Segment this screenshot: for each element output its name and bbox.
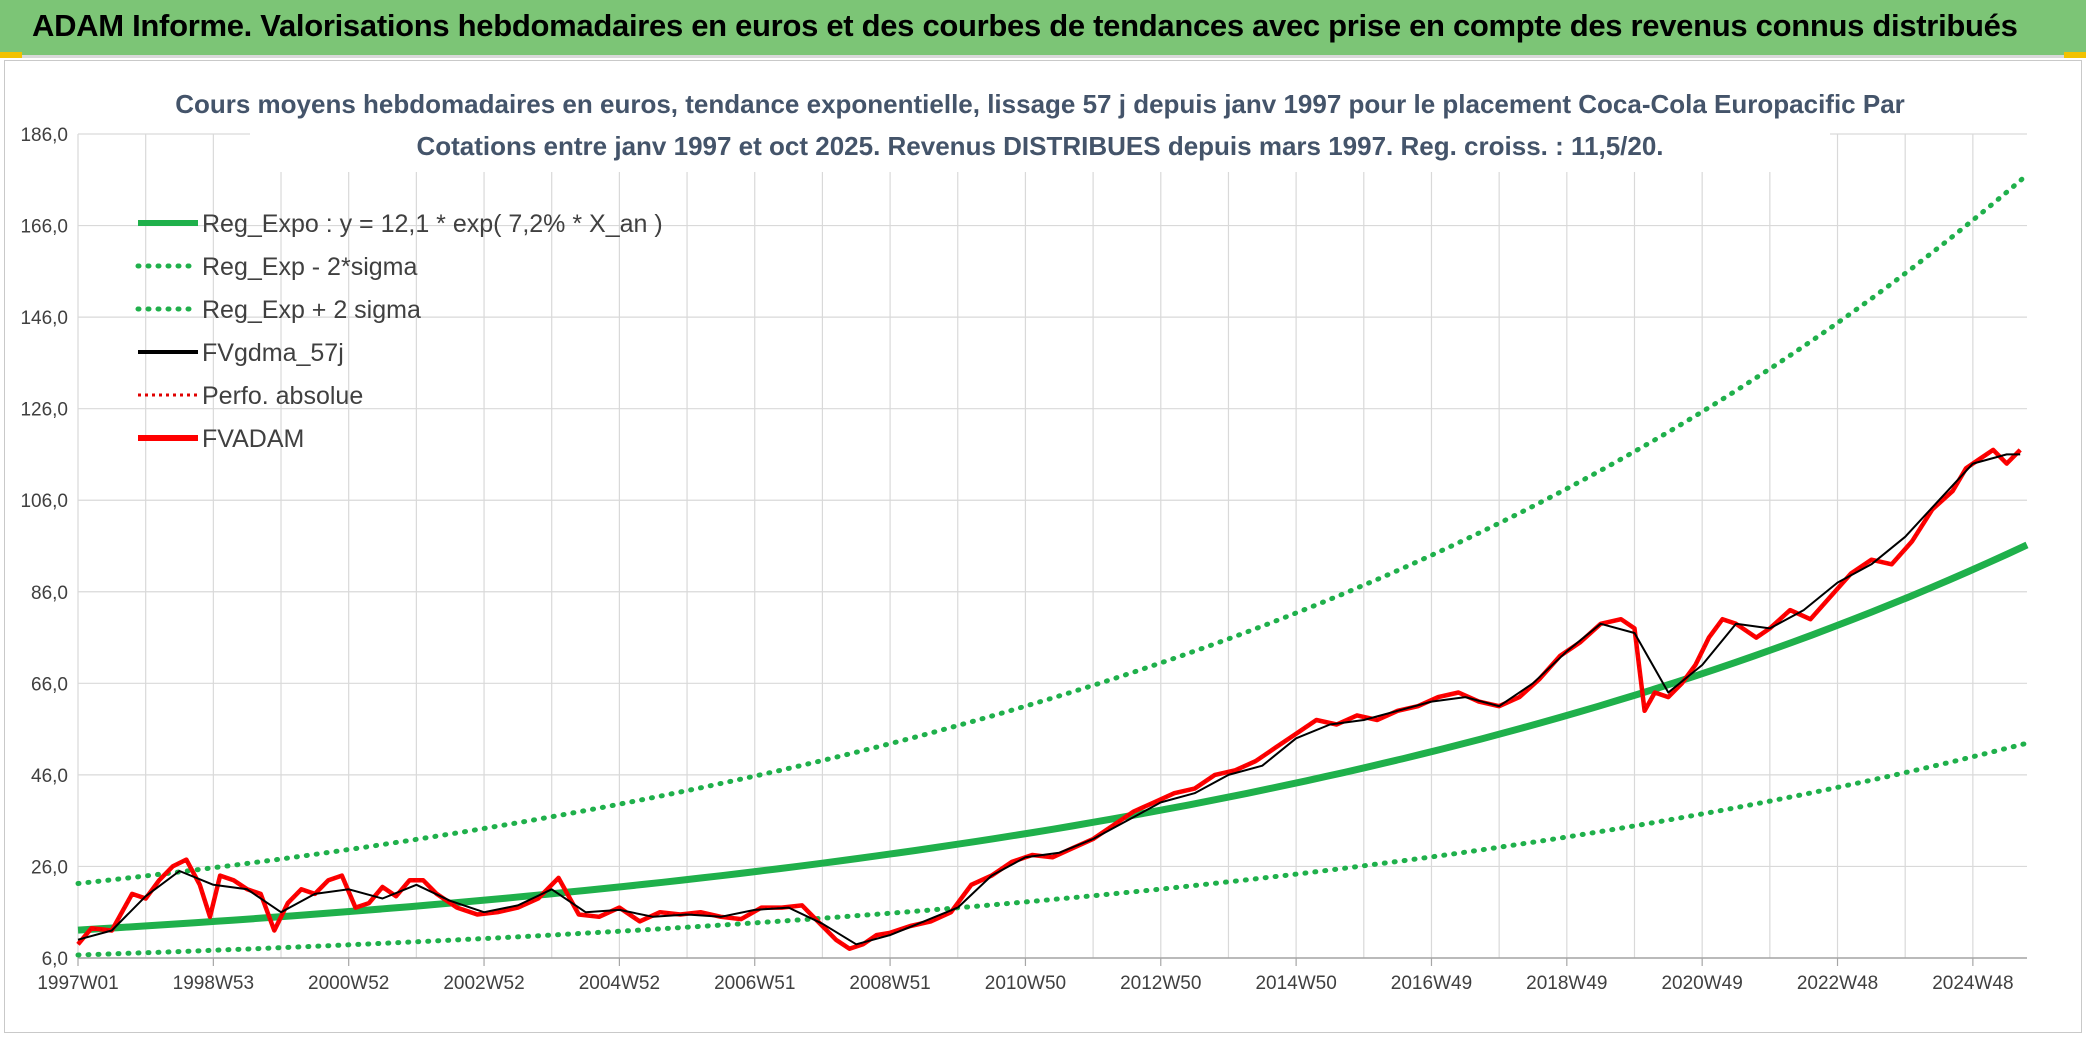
legend-label: Perfo. absolue: [202, 382, 363, 410]
x-tick-label: 2022W48: [1797, 973, 1878, 994]
chart-title-group: Cours moyens hebdomadaires en euros, ten…: [175, 84, 1905, 172]
y-tick-label: 66,0: [31, 674, 68, 695]
x-tick-label: 2002W52: [443, 973, 524, 994]
x-tick-label: 2004W52: [579, 973, 660, 994]
x-tick-label: 2012W50: [1120, 973, 1201, 994]
x-tick-label: 2016W49: [1391, 973, 1472, 994]
chart-frame: [4, 60, 2082, 1033]
legend-label: Reg_Exp - 2*sigma: [202, 253, 417, 281]
legend: Reg_Expo : y = 12,1 * exp( 7,2% * X_an )…: [135, 210, 663, 453]
chart-title-background: [250, 84, 1830, 172]
y-tick-label: 126,0: [20, 400, 68, 421]
legend-label: Reg_Expo : y = 12,1 * exp( 7,2% * X_an ): [202, 210, 663, 238]
x-tick-label: 2018W49: [1526, 973, 1607, 994]
x-tick-label: 2024W48: [1932, 973, 2013, 994]
banner-corner-right: [2064, 52, 2086, 58]
y-tick-label: 186,0: [20, 125, 68, 146]
perfo-absolue-line: [77, 448, 2021, 950]
reg-exp-minus-2sigma-line: [75, 740, 2030, 958]
x-tick-label: 2020W49: [1661, 973, 1742, 994]
report-banner: ADAM Informe. Valorisations hebdomadaire…: [0, 0, 2086, 58]
y-tick-label: 106,0: [20, 491, 68, 512]
y-tick-label: 46,0: [31, 766, 68, 787]
chart-title-line-1: Cours moyens hebdomadaires en euros, ten…: [175, 89, 1905, 119]
x-tick-label: 2000W52: [308, 973, 389, 994]
y-tick-label: 26,0: [31, 857, 68, 878]
banner-title: ADAM Informe. Valorisations hebdomadaire…: [32, 8, 2018, 43]
fvgdma-57j-line: [77, 453, 2021, 946]
series-group: [75, 172, 2030, 958]
reg-expo-line: [77, 541, 2029, 934]
y-tick-label: 86,0: [31, 583, 68, 604]
x-tick-label: 2014W50: [1255, 973, 1336, 994]
legend-label: FVADAM: [202, 425, 304, 453]
x-tick-label: 2006W51: [714, 973, 795, 994]
axes: 186,0 166,0 146,0 126,0 106,0 86,0 66,0 46,0 26,…: [20, 125, 2027, 994]
legend-label: Reg_Exp + 2 sigma: [202, 296, 421, 324]
y-tick-label: 166,0: [20, 217, 68, 238]
banner-corner-left: [0, 52, 22, 58]
reg-exp-plus-2sigma-line: [75, 172, 2030, 886]
x-tick-label: 1998W53: [173, 973, 254, 994]
x-tick-label: 1997W01: [37, 973, 118, 994]
legend-label: FVgdma_57j: [202, 339, 344, 367]
y-tick-label: 146,0: [20, 308, 68, 329]
chart-title-line-2: Cotations entre janv 1997 et oct 2025. R…: [416, 131, 1663, 161]
x-tick-label: 2008W51: [849, 973, 930, 994]
x-tick-label: 2010W50: [985, 973, 1066, 994]
y-tick-label: 6,0: [42, 949, 68, 970]
